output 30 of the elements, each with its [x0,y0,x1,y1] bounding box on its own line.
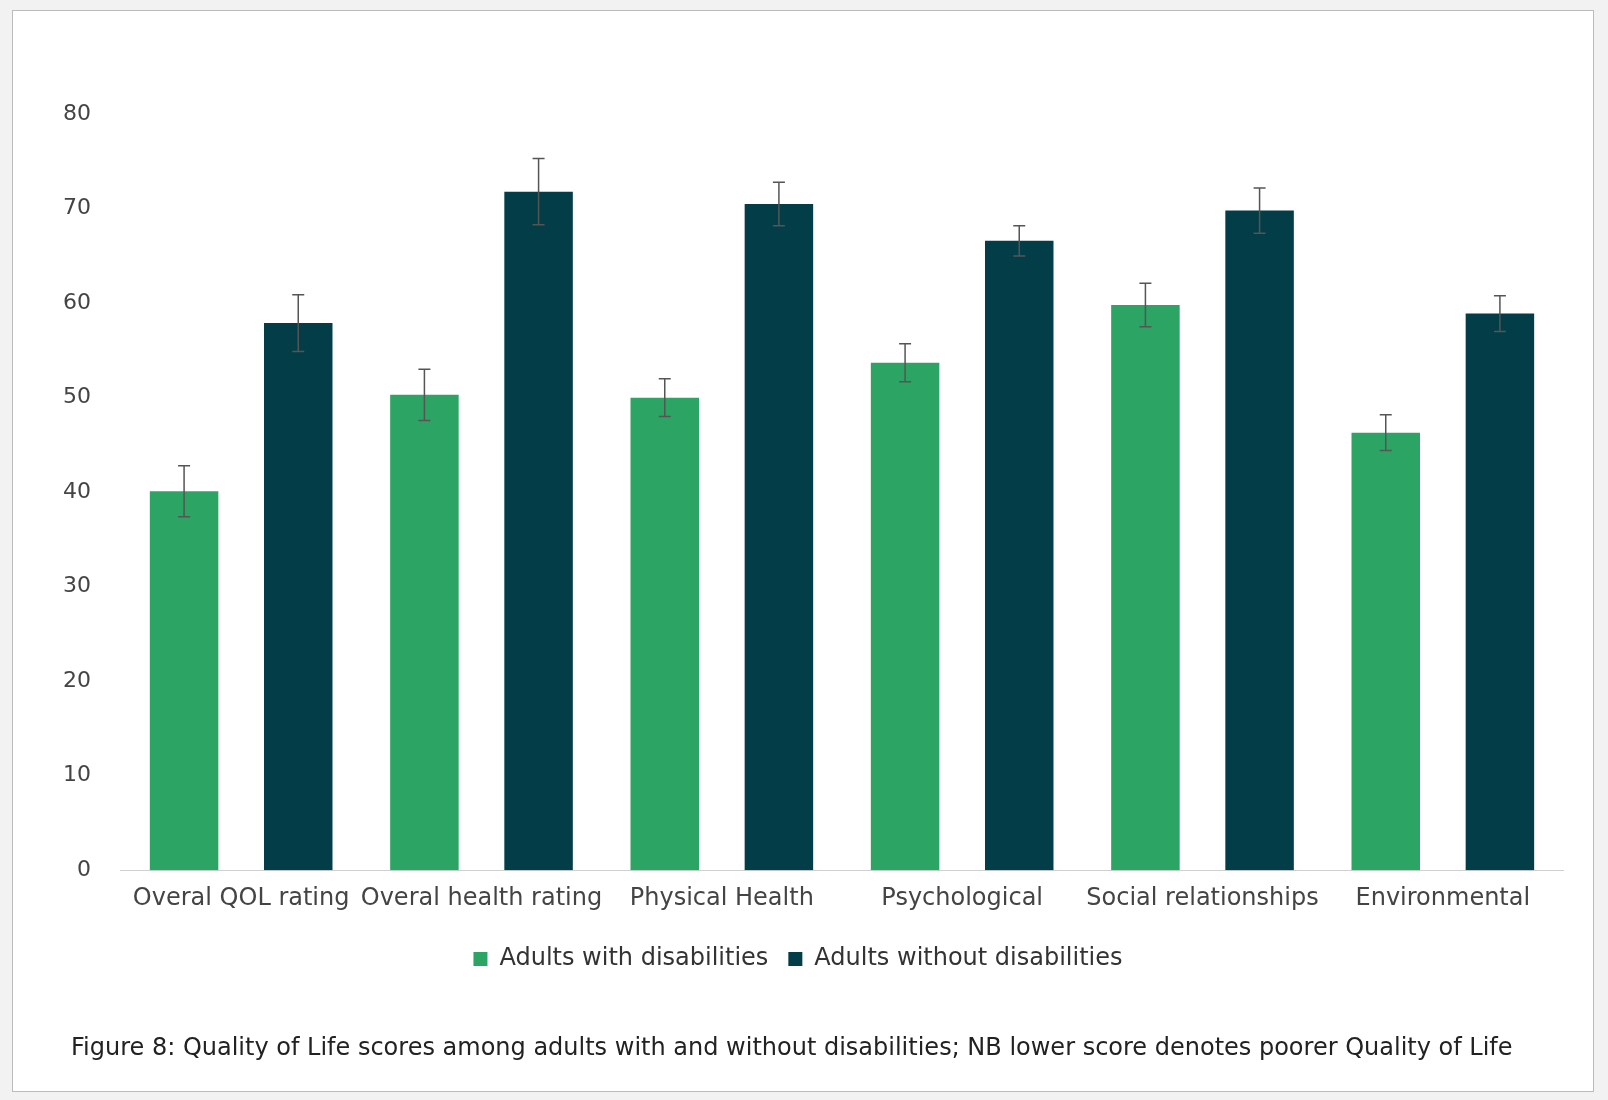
y-tick-label: 70 [62,194,91,220]
bar [1111,305,1180,871]
caption: Figure 8: Quality of Life scores among adults with and without disabilities; NB lower score denotes poorer Quality of Life [71,1033,1513,1061]
x-tick-label: Environmental [1355,882,1531,911]
x-tick-label: Physical Health [629,882,814,911]
y-tick-label: 20 [62,666,91,692]
y-tick-label: 80 [62,99,91,125]
bar [263,323,333,871]
y-tick-label: 0 [76,855,91,881]
bar [744,203,814,871]
y-tick-label: 40 [62,477,91,503]
x-tick-label: Overal QOL rating [132,882,350,911]
bar [985,240,1054,871]
y-tick-label: 30 [62,572,91,598]
legend-label: Adults with disabilities [499,943,769,972]
x-tick-label: Overal health rating [360,882,603,911]
y-tick-label: 50 [62,383,91,409]
y-tick-label: 60 [62,288,91,314]
bar [1465,313,1535,871]
bar [630,397,699,871]
bar [1351,432,1420,871]
bar [1225,210,1294,871]
y-tick-label: 10 [62,761,91,787]
x-tick-label: Psychological [881,882,1043,911]
bar [149,491,219,871]
bar [870,362,940,871]
bar [390,394,459,871]
bar [504,191,573,871]
x-tick-label: Social relationships [1086,882,1319,911]
legend-label: Adults without disabilities [814,943,1123,972]
